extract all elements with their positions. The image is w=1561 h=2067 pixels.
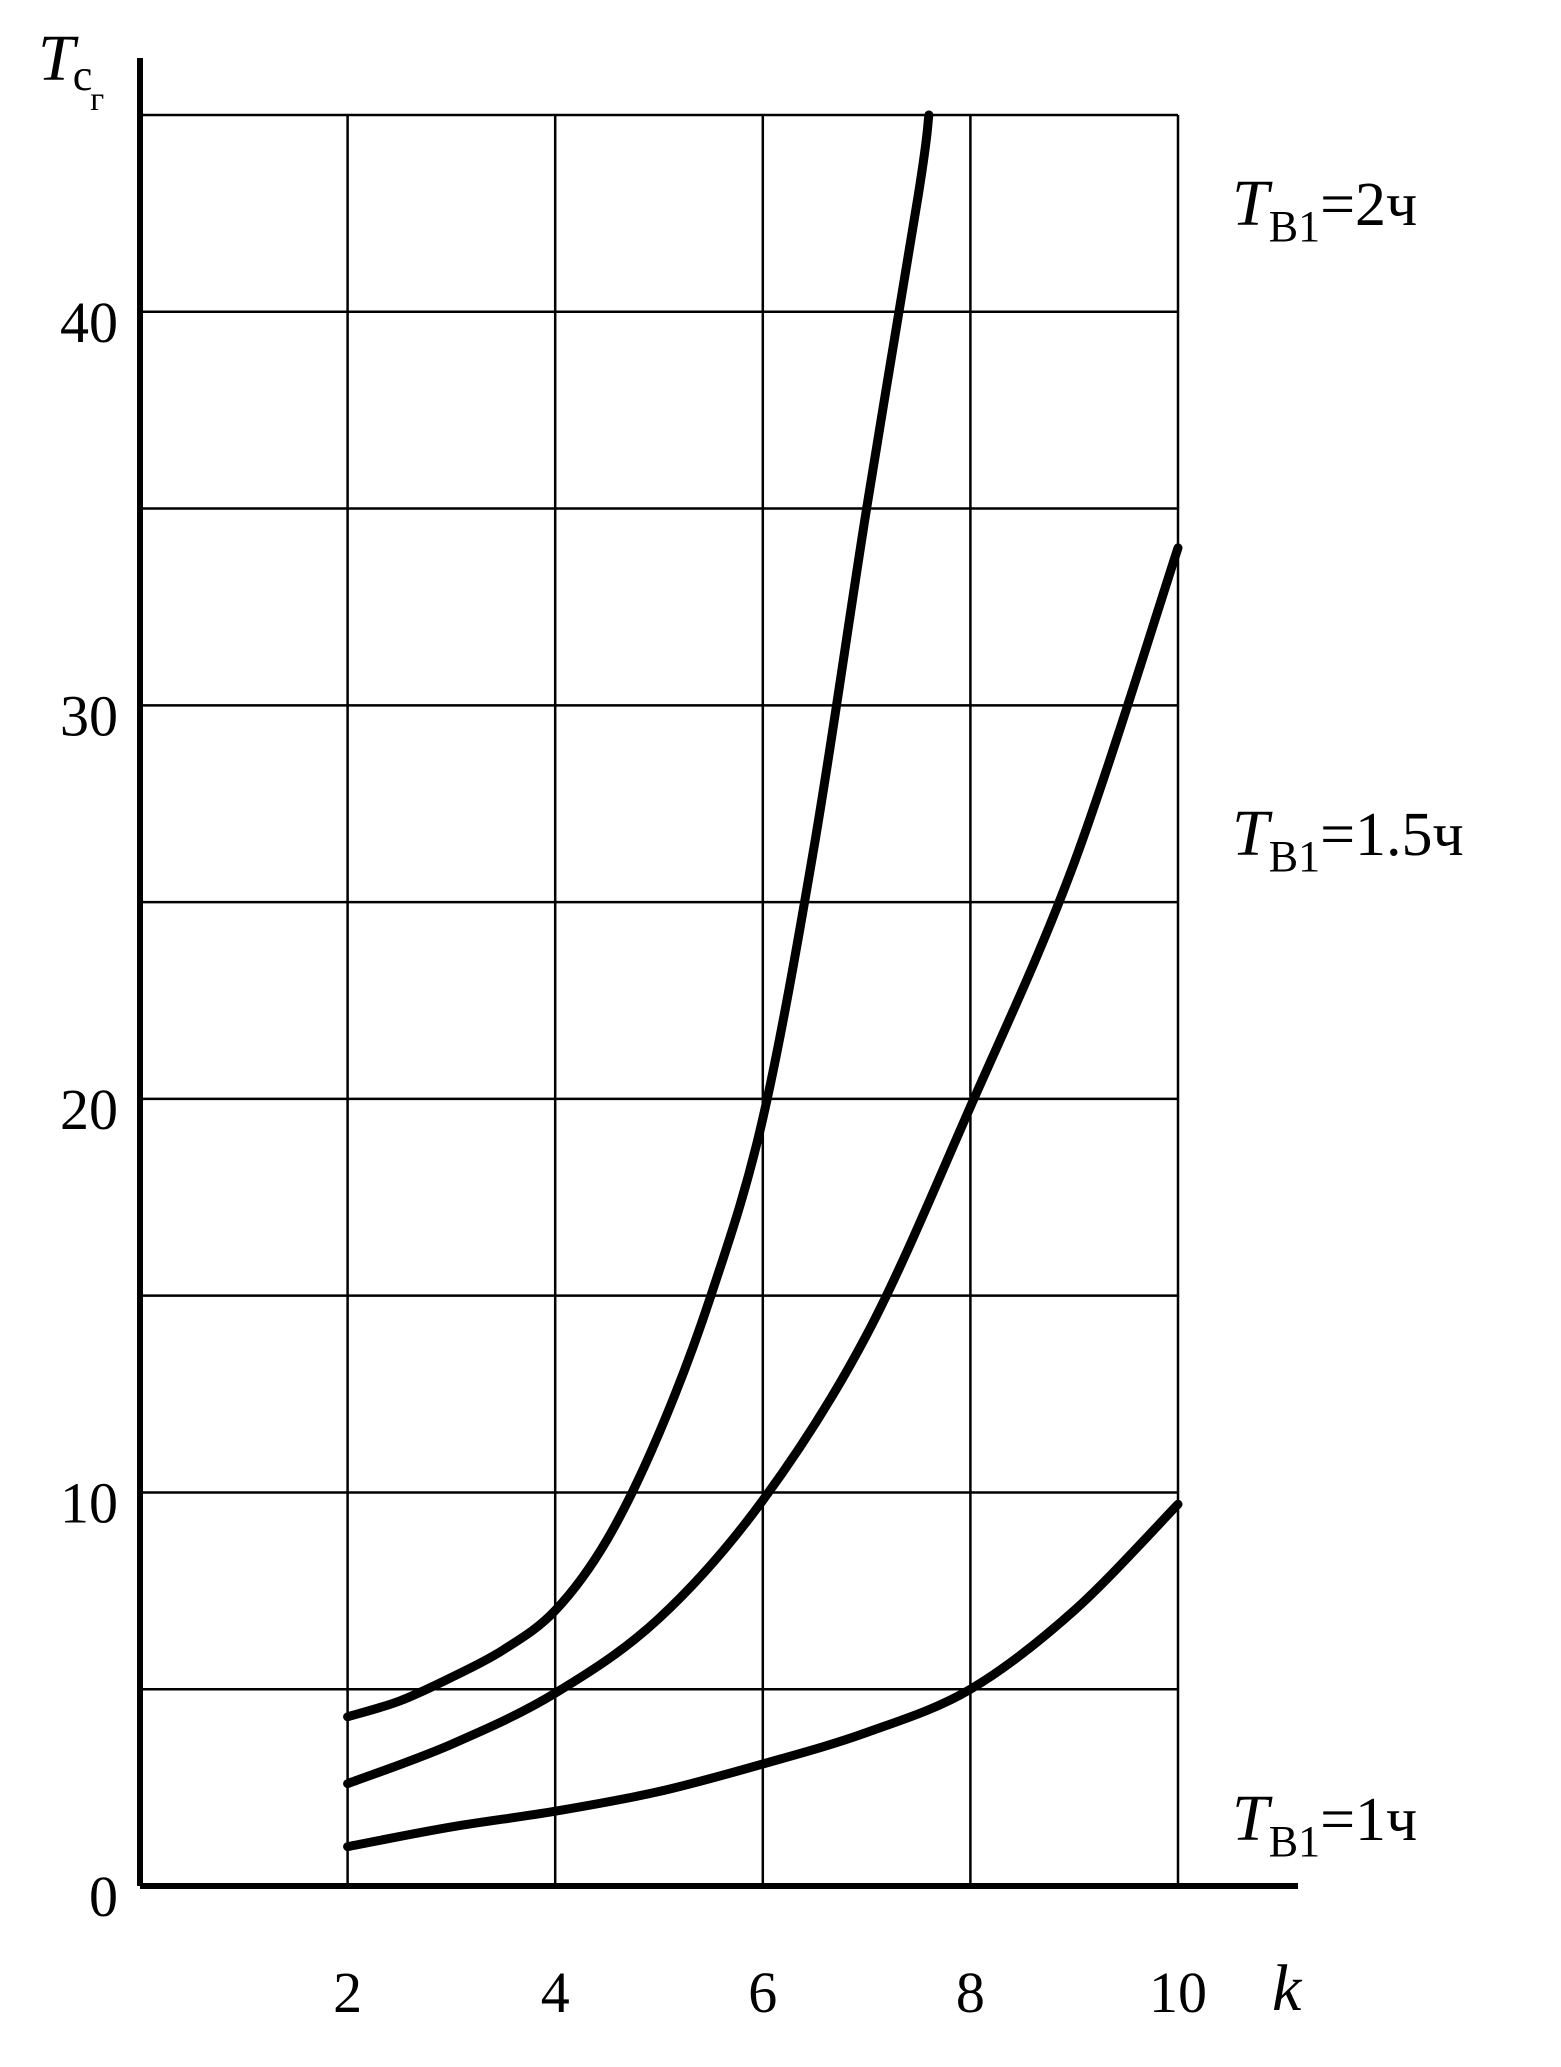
series-label-1-5h: TВ1=1.5ч xyxy=(1232,797,1464,881)
grid-layer xyxy=(140,113,1180,1886)
series-label-2h-rest: =2ч xyxy=(1320,171,1417,239)
y-axis-label-main: T xyxy=(38,22,79,95)
series-label-1h-rest: =1ч xyxy=(1320,1786,1417,1854)
series-label-2h-sub: В1 xyxy=(1269,202,1320,251)
x-tick-label-2: 2 xyxy=(333,1960,362,2025)
series-line-2h xyxy=(343,110,934,1722)
y-tick-label-30: 30 xyxy=(60,683,118,748)
series-label-2h-main: T xyxy=(1232,167,1273,240)
series-label-2h: TВ1=2ч xyxy=(1232,167,1417,251)
series-line-1-5h xyxy=(343,543,1183,1789)
y-axis-label-sub: c xyxy=(73,51,93,100)
y-tick-label-40: 40 xyxy=(60,290,118,355)
tick-layer: 2 4 6 8 10 0 10 20 30 40 xyxy=(60,290,1207,2025)
x-tick-label-8: 8 xyxy=(956,1960,985,2025)
axis-layer xyxy=(137,58,1298,1889)
x-tick-label-4: 4 xyxy=(541,1960,570,2025)
series-label-1h-sub: В1 xyxy=(1269,1817,1320,1866)
x-tick-label-6: 6 xyxy=(748,1960,777,2025)
y-tick-label-20: 20 xyxy=(60,1077,118,1142)
series-label-1-5h-main: T xyxy=(1232,797,1273,870)
series-label-1h: TВ1=1ч xyxy=(1232,1782,1417,1866)
y-tick-label-10: 10 xyxy=(60,1470,118,1535)
series-label-1-5h-rest: =1.5ч xyxy=(1320,801,1464,869)
series-label-1-5h-sub: В1 xyxy=(1269,832,1320,881)
series-label-1h-main: T xyxy=(1232,1782,1273,1855)
y-tick-label-0: 0 xyxy=(89,1864,118,1929)
series-line-1h xyxy=(343,1499,1183,1852)
y-axis-label-sub2: г xyxy=(90,81,104,118)
x-tick-label-10: 10 xyxy=(1149,1960,1207,2025)
y-axis-label: Tcг xyxy=(38,22,104,118)
series-layer xyxy=(343,110,1183,1852)
x-axis-label: k xyxy=(1272,1952,1303,2025)
